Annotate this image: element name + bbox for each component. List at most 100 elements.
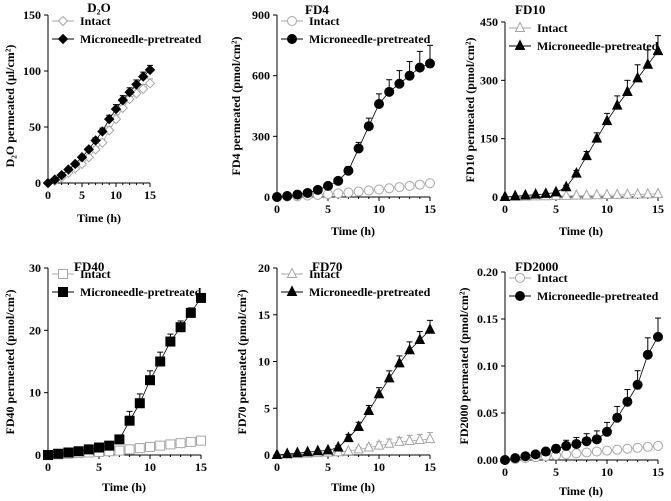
data-point — [343, 187, 354, 198]
data-point — [414, 179, 425, 190]
data-point — [83, 144, 95, 155]
data-point — [73, 446, 84, 457]
y-tick-label: 150 — [480, 132, 498, 146]
data-point — [611, 98, 623, 110]
x-tick-label: 5 — [553, 465, 559, 479]
data-point — [117, 94, 129, 106]
y-tick-label: 300 — [252, 129, 270, 143]
data-point — [196, 292, 206, 303]
data-point — [560, 180, 572, 192]
data-point — [292, 446, 303, 458]
data-point — [97, 126, 108, 137]
x-tick-label: 5 — [79, 188, 85, 202]
data-point — [90, 144, 101, 155]
x-tick-label: 15 — [652, 202, 664, 216]
data-point — [499, 190, 511, 201]
data-point — [632, 442, 643, 453]
data-point — [581, 149, 592, 161]
y-tick-label: 100 — [23, 64, 41, 78]
data-point — [414, 333, 426, 344]
data-point — [632, 187, 643, 199]
series-microneedle-pretreated — [500, 317, 663, 465]
data-point — [137, 71, 149, 82]
y-tick-label: 20 — [258, 261, 270, 275]
data-point — [165, 439, 176, 450]
data-point — [414, 62, 425, 73]
x-tick-label: 10 — [110, 188, 122, 202]
data-point — [104, 440, 115, 451]
data-point — [425, 178, 435, 189]
data-point — [571, 448, 582, 459]
data-point — [384, 86, 395, 97]
data-point — [612, 412, 623, 423]
data-point — [581, 188, 592, 200]
data-point — [520, 188, 531, 200]
legend-marker — [514, 39, 526, 50]
data-point — [343, 444, 354, 456]
data-point — [622, 396, 633, 407]
legend: Intact Microneedle-pretreated — [52, 267, 202, 299]
series-line — [47, 440, 202, 456]
data-point — [353, 420, 364, 431]
legend-marker — [287, 16, 297, 26]
legend: Intact Microneedle-pretreated — [509, 21, 659, 53]
panel-title: FD40 — [74, 259, 104, 274]
x-tick-label: 15 — [424, 460, 436, 474]
y-tick-label: 0 — [35, 176, 41, 190]
x-tick-label: 10 — [373, 460, 385, 474]
data-point — [601, 188, 613, 200]
y-tick-label: 300 — [480, 73, 498, 87]
data-point — [561, 449, 572, 460]
data-point — [131, 79, 142, 90]
legend: Intact Microneedle-pretreated — [281, 14, 431, 46]
data-point — [509, 189, 521, 201]
data-point — [540, 187, 552, 198]
data-point — [404, 434, 415, 445]
data-point — [332, 440, 344, 452]
data-point — [271, 448, 283, 459]
legend-label: Intact — [309, 267, 340, 281]
x-axis-label: Time (h) — [559, 224, 603, 238]
y-tick-label: 0 — [35, 448, 41, 462]
legend-label: Intact — [537, 21, 568, 35]
data-point — [43, 450, 53, 460]
legend-marker — [58, 269, 68, 279]
data-point — [602, 426, 612, 437]
data-point — [110, 113, 122, 125]
legend-marker — [57, 33, 69, 45]
data-point — [404, 343, 415, 355]
data-point — [343, 165, 354, 176]
data-point — [551, 443, 561, 454]
data-point — [632, 71, 643, 83]
panel-title: FD10 — [515, 2, 545, 17]
series-microneedle-pretreated — [43, 292, 206, 460]
x-tick-label: 0 — [274, 460, 280, 474]
legend-label: Microneedle-pretreated — [309, 285, 431, 299]
data-point — [591, 132, 603, 143]
data-point — [622, 443, 633, 454]
x-tick-label: 0 — [502, 465, 508, 479]
y-tick-label: 30 — [29, 261, 41, 275]
y-tick-label: 10 — [258, 355, 270, 369]
data-point — [550, 185, 562, 197]
panel-fd10: FD10 Time (h) FD10 permeated (pmol/cm²) … — [463, 2, 664, 238]
data-point — [363, 404, 375, 416]
panel-fd40: FD40 Time (h) FD40 permeated (pmol/cm²) … — [3, 259, 207, 494]
series-line — [504, 445, 659, 461]
data-point — [374, 98, 384, 109]
legend-label: Intact — [80, 267, 111, 281]
data-point — [612, 444, 623, 455]
data-point — [591, 446, 602, 457]
data-point — [103, 113, 115, 125]
data-point — [117, 102, 129, 114]
y-tick-label: 0.00 — [477, 453, 498, 467]
data-point — [520, 451, 531, 462]
panel-fd4: FD4 Time (h) FD4 permeated (pmol/cm²) 0 5… — [229, 2, 436, 238]
legend-label: Microneedle-pretreated — [537, 289, 659, 303]
data-point — [185, 436, 196, 447]
data-point — [312, 184, 323, 195]
series-microneedle-pretreated — [271, 319, 436, 459]
data-point — [333, 175, 344, 186]
y-axis-label: D₂O permeated (µl/cm²) — [3, 45, 17, 168]
